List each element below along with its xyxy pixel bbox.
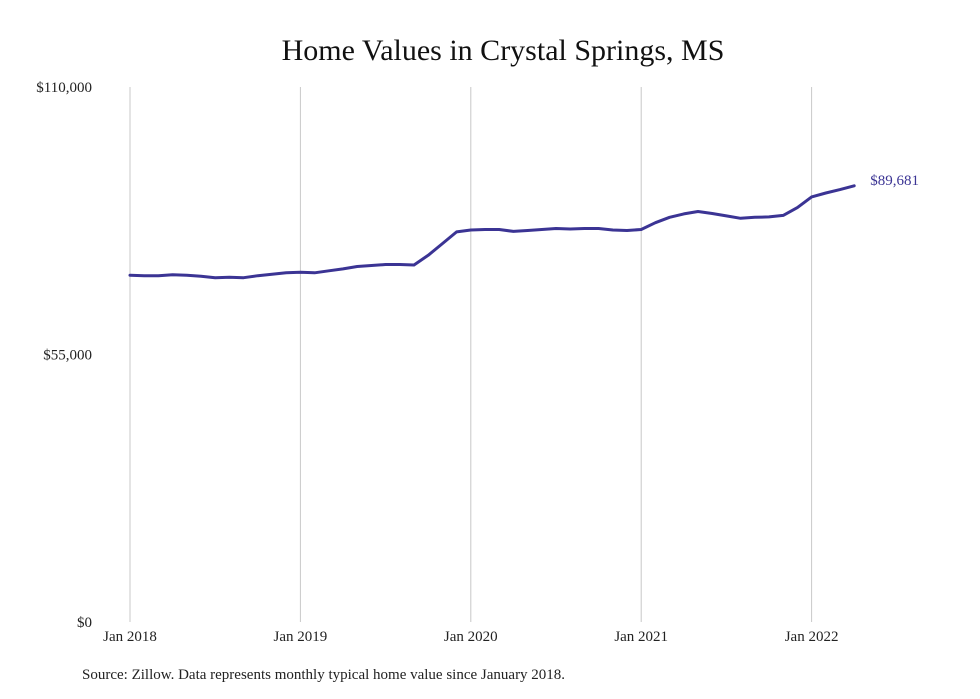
source-note: Source: Zillow. Data represents monthly … [82,667,566,683]
series-layer: $89,681 [128,173,919,280]
x-tick-label: Jan 2021 [614,629,668,645]
x-tick-label: Jan 2022 [785,629,839,645]
series-line-0 [128,184,856,280]
x-tick-label: Jan 2020 [444,629,498,645]
y-tick-label: $110,000 [36,80,92,96]
y-tick-label: $0 [77,615,92,631]
y-tick-label: $55,000 [43,348,92,364]
vertical-gridlines [129,87,813,622]
axis-labels: Jan 2018 Jan 2019 Jan 2020 Jan 2021 Jan 2022… [36,80,838,645]
x-tick-label: Jan 2018 [103,629,157,645]
x-tick-label: Jan 2019 [274,629,328,645]
end-value-label: $89,681 [870,173,919,189]
chart-title: Home Values in Crystal Springs, MS [282,34,725,67]
